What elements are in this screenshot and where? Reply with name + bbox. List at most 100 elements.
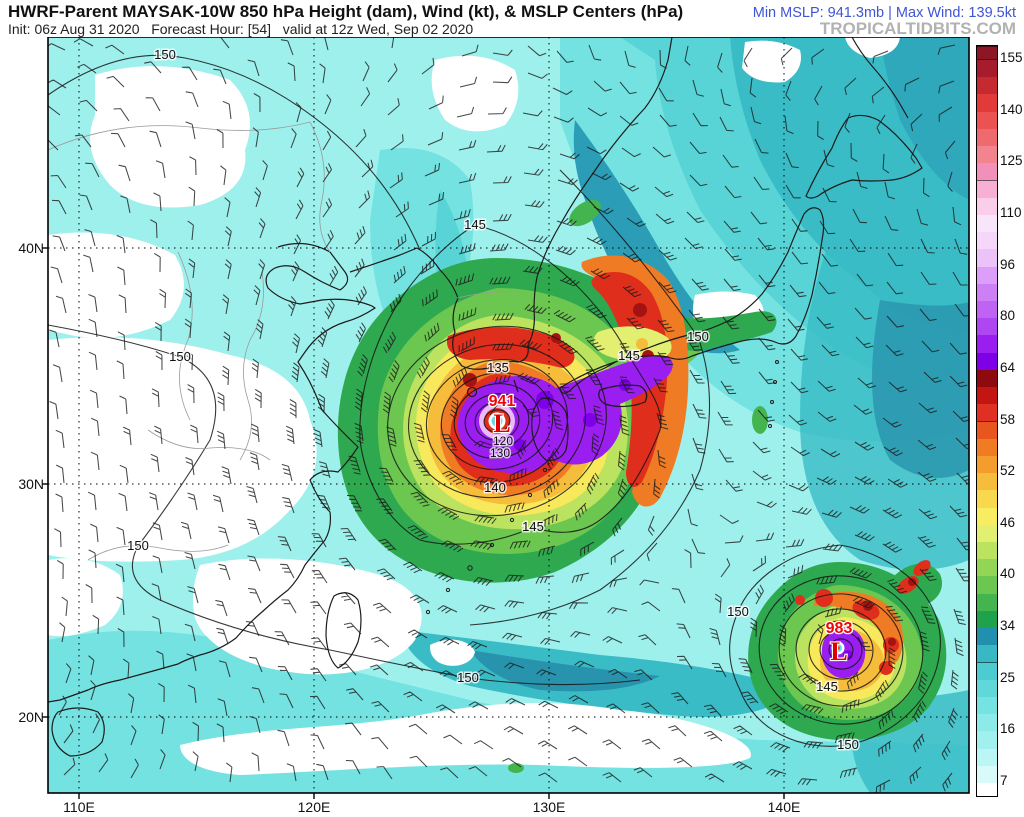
colorbar-cell	[977, 179, 997, 198]
contour-label: 145	[464, 217, 486, 232]
contour-label: 140	[484, 480, 506, 495]
colorbar-cell	[977, 609, 997, 629]
contour-label: 145	[816, 679, 838, 694]
colorbar-tick-label: 64	[1000, 359, 1016, 375]
lat-label: 40N	[18, 240, 44, 256]
colorbar-cell	[977, 145, 997, 164]
colorbar-cell	[977, 730, 997, 749]
colorbar-cell	[977, 76, 997, 95]
site-watermark: TROPICALTIDBITS.COM	[819, 19, 1016, 38]
graticule-layer	[48, 37, 969, 793]
colorbar-cell	[977, 592, 997, 611]
colorbar-tick-label: 46	[1000, 514, 1016, 530]
colorbar-cell	[977, 661, 997, 680]
colorbar-tick-label: 40	[1000, 566, 1016, 582]
colorbar-cell	[977, 506, 997, 525]
colorbar-cell	[977, 110, 997, 129]
lon-label: 110E	[63, 799, 95, 815]
colorbar-cell	[977, 437, 997, 456]
contour-label: 150	[154, 47, 176, 62]
colorbar-cell	[977, 403, 997, 422]
colorbar-cell	[977, 300, 997, 319]
colorbar-cell	[977, 317, 997, 336]
colorbar-cell	[977, 93, 997, 112]
colorbar-tick-label: 58	[1000, 411, 1016, 427]
colorbar-tick-labels: 7 16 25 34 40 46 52 58 64 80 96 110 125 140 155	[1000, 45, 1024, 795]
lat-label: 30N	[18, 476, 44, 492]
header: HWRF-Parent MAYSAK-10W 850 hPa Height (d…	[0, 0, 1024, 38]
colorbar-cell	[977, 747, 997, 766]
colorbar-tick-label: 155	[1000, 50, 1023, 65]
lat-label: 20N	[18, 709, 44, 725]
colorbar-cell	[977, 282, 997, 301]
colorbar-cell	[977, 334, 997, 353]
colorbar-tick-label: 7	[1000, 773, 1008, 788]
contour-label: 150	[127, 538, 149, 553]
colorbar-cell	[977, 489, 997, 508]
colorbar-cell	[977, 420, 997, 439]
colorbar-cell	[977, 644, 997, 663]
contour-label: 135	[487, 360, 509, 375]
colorbar-tick-label: 80	[1000, 308, 1016, 324]
height-contours-layer	[47, 54, 941, 747]
colorbar-tick-label: 125	[1000, 153, 1023, 169]
colorbar-cell	[977, 213, 997, 233]
colorbar-cell	[977, 695, 997, 715]
colorbar-cell	[977, 265, 997, 284]
colorbar-tick-label: 16	[1000, 721, 1016, 737]
colorbar-cell	[977, 678, 997, 697]
colorbar-cell	[977, 454, 997, 474]
map-title: HWRF-Parent MAYSAK-10W 850 hPa Height (d…	[8, 2, 684, 21]
axis-ticks	[42, 247, 785, 799]
colorbar-cell	[977, 558, 997, 577]
colorbar-tick-label: 110	[1000, 204, 1022, 220]
colorbar-cell	[977, 46, 997, 59]
colorbar-cell	[977, 627, 997, 646]
contour-label: 150	[687, 329, 709, 344]
colorbar-tick-label: 25	[1000, 669, 1016, 685]
colorbar-tick-label: 34	[1000, 618, 1016, 634]
colorbar-cell	[977, 162, 997, 181]
colorbar-cell	[977, 59, 997, 78]
colorbar-tick-label: 96	[1000, 256, 1016, 272]
colorbar-tick-label: 52	[1000, 463, 1016, 479]
storm-stats: Min MSLP: 941.3mb | Max Wind: 139.5kt	[752, 5, 1016, 21]
contour-label: 150	[457, 670, 479, 685]
wind-speed-colorbar	[976, 45, 998, 797]
lon-label: 140E	[768, 799, 801, 815]
colorbar-cell	[977, 351, 997, 370]
contour-label: 150	[837, 737, 859, 752]
colorbar-cell	[977, 782, 997, 796]
colorbar-cell	[977, 196, 997, 215]
storm-mslp-value: 941	[489, 393, 516, 410]
contour-label: 150	[727, 604, 749, 619]
contour-labels: 150 150 150 150 150 150 150 145 145 145 145 140 135 1…	[126, 46, 861, 754]
colorbar-cell	[977, 764, 997, 783]
colorbar-cell	[977, 127, 997, 147]
map-frame	[47, 36, 970, 794]
borders-layer	[47, 121, 521, 561]
colorbar-cell	[977, 248, 997, 267]
colorbar-cell	[977, 472, 997, 491]
wind-barbs-layer	[40, 28, 975, 794]
lon-label: 120E	[298, 799, 331, 815]
low-center-marker: L	[493, 409, 510, 438]
contour-label: 120	[493, 434, 513, 448]
lon-label: 130E	[533, 799, 566, 815]
colorbar-cell	[977, 541, 997, 560]
contour-label: 145	[522, 519, 544, 534]
contour-label: 145	[618, 348, 640, 363]
colorbar-cell	[977, 523, 997, 542]
contour-label: 130	[490, 446, 510, 460]
contour-label: 150	[169, 349, 191, 364]
storm-mslp-value: 983	[826, 620, 853, 637]
init-forecast-line: Init: 06z Aug 31 2020 Forecast Hour: [54…	[8, 21, 474, 37]
low-center-marker: L	[830, 637, 847, 666]
colorbar-cell	[977, 368, 997, 388]
colorbar-cell	[977, 713, 997, 732]
colorbar-cell	[977, 386, 997, 405]
axis-labels: 110E 120E 130E 140E 40N 30N 20N	[18, 240, 800, 815]
